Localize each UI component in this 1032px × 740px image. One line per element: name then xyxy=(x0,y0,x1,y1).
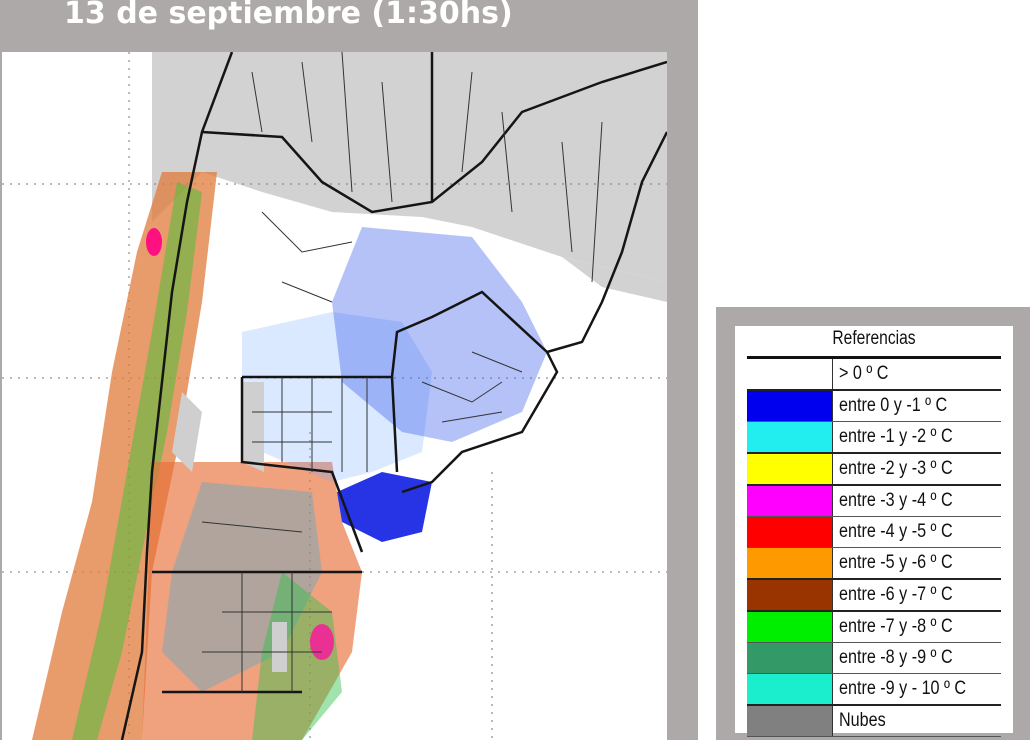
legend-label: entre -5 y -6 º C xyxy=(839,552,953,573)
frost-map xyxy=(2,52,667,740)
legend-item: entre -5 y -6 º C xyxy=(747,548,1001,580)
legend-item: entre -9 y - 10 º C xyxy=(747,674,1001,706)
legend-item: entre -2 y -3 º C xyxy=(747,454,1001,486)
legend-swatch xyxy=(747,422,832,452)
legend-swatch xyxy=(747,674,832,704)
legend-label: entre -9 y - 10 º C xyxy=(839,678,967,699)
legend-label: entre 0 y -1 º C xyxy=(839,395,948,416)
legend-label: entre -1 y -2 º C xyxy=(839,426,953,447)
legend-swatch xyxy=(747,643,832,673)
legend-swatch xyxy=(747,612,832,642)
legend-title: Referencias xyxy=(832,328,916,349)
legend-item: > 0 º C xyxy=(747,359,1001,391)
legend-label: entre -7 y -8 º C xyxy=(839,616,953,637)
legend-label: Nubes xyxy=(839,710,886,731)
legend-item: entre -1 y -2 º C xyxy=(747,422,1001,454)
legend-label: > 0 º C xyxy=(839,363,889,384)
legend-swatch xyxy=(747,486,832,516)
legend-label: entre -6 y -7 º C xyxy=(839,584,953,605)
legend-item: entre -6 y -7 º C xyxy=(747,580,1001,612)
legend-item: entre -4 y -5 º C xyxy=(747,517,1001,548)
legend-label: entre -8 y -9 º C xyxy=(839,647,953,668)
legend-label: entre -2 y -3 º C xyxy=(839,458,953,479)
legend-swatch xyxy=(747,391,832,421)
map-graphic xyxy=(2,52,667,740)
legend-swatch xyxy=(747,359,832,389)
legend-label: entre -4 y -5 º C xyxy=(839,521,953,542)
map-panel: 13 de septiembre (1:30hs) xyxy=(0,0,698,740)
page-title: 13 de septiembre (1:30hs) xyxy=(64,0,513,31)
legend-label: entre -3 y -4 º C xyxy=(839,490,953,511)
legend-item: entre 0 y -1 º C xyxy=(747,391,1001,422)
legend-item: entre -3 y -4 º C xyxy=(747,486,1001,517)
legend-swatch xyxy=(747,580,832,610)
legend-swatch xyxy=(747,517,832,547)
legend-swatch xyxy=(747,548,832,578)
legend-swatch xyxy=(747,706,832,736)
legend-item: Nubes xyxy=(747,706,1001,737)
legend-item: entre -7 y -8 º C xyxy=(747,612,1001,643)
legend: Referencias > 0 º C entre 0 y -1 º C ent… xyxy=(735,326,1013,737)
legend-item: entre -8 y -9 º C xyxy=(747,643,1001,674)
legend-table: > 0 º C entre 0 y -1 º C entre -1 y -2 º… xyxy=(747,356,1001,737)
legend-panel: Referencias > 0 º C entre 0 y -1 º C ent… xyxy=(716,307,1030,740)
legend-swatch xyxy=(747,454,832,484)
